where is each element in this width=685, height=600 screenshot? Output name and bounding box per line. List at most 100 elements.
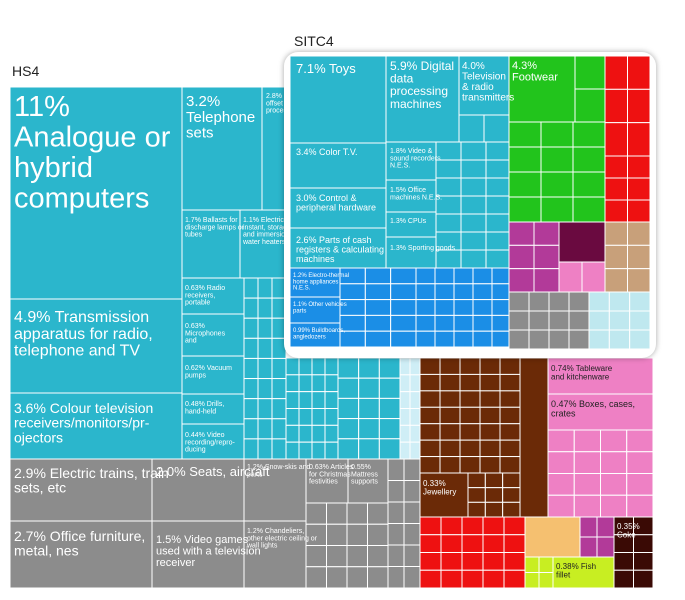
treemap-tile (387, 480, 405, 503)
treemap-tile (458, 114, 485, 143)
treemap-tile (524, 516, 581, 558)
treemap-tile (568, 310, 590, 331)
treemap-tile (378, 377, 401, 399)
treemap-tile (540, 171, 574, 198)
treemap-tile (453, 267, 474, 285)
treemap-tile (387, 458, 405, 481)
treemap-tile (439, 439, 461, 458)
treemap-tile (472, 283, 493, 301)
treemap-tile (399, 408, 411, 426)
treemap-tile (367, 502, 389, 525)
treemap-tile (485, 231, 512, 251)
treemap-tile (533, 244, 560, 270)
label-buildboards: 0.99% Buildboards, angledozers (293, 328, 345, 340)
treemap-tile (311, 441, 326, 460)
treemap-tile (508, 268, 535, 293)
treemap-tile (439, 357, 461, 375)
treemap-tile (399, 441, 411, 460)
treemap-tile (499, 406, 521, 425)
treemap-tile (499, 423, 521, 441)
treemap-tile (409, 408, 421, 426)
treemap-tile (572, 146, 606, 173)
treemap-tile (633, 552, 654, 571)
treemap-tile (485, 195, 512, 215)
treemap-tile (434, 330, 455, 348)
treemap-tile (243, 438, 259, 460)
treemap-tile (257, 398, 273, 420)
treemap-tile (243, 418, 259, 440)
treemap-tile (358, 397, 380, 420)
treemap-tile (528, 291, 550, 312)
treemap-tile (346, 502, 368, 525)
treemap-tile (378, 438, 401, 460)
tile-fish-fillet (552, 556, 615, 589)
treemap-tile (403, 458, 421, 481)
treemap-tile (399, 391, 411, 409)
treemap-tile (453, 330, 474, 348)
treemap-tile (337, 357, 360, 379)
treemap-tile (367, 566, 389, 589)
treemap-tile (540, 121, 574, 148)
treemap-tile (600, 451, 628, 474)
treemap-tile (415, 330, 436, 348)
tile-toys (289, 55, 387, 144)
treemap-tile (460, 249, 487, 269)
treemap-tile (533, 268, 560, 293)
treemap-tile (403, 566, 421, 589)
treemap-tile (439, 423, 461, 441)
treemap-tile (499, 357, 521, 375)
treemap-tile (484, 472, 504, 489)
treemap-tile (479, 373, 501, 392)
label-color-tv: 3.4% Color T.V. (296, 147, 358, 157)
treemap-tile (508, 329, 530, 350)
treemap-tile (387, 544, 405, 567)
treemap-tile (409, 391, 421, 409)
treemap-tile (538, 556, 554, 573)
treemap-tile (579, 536, 598, 558)
treemap-tile (337, 438, 360, 460)
treemap-tile (627, 122, 651, 157)
treemap-tile (508, 121, 542, 148)
treemap-tile (579, 516, 598, 538)
treemap-tile (508, 146, 542, 173)
treemap-tile (311, 424, 326, 443)
treemap-tile (434, 314, 455, 332)
label-water-heaters: 1.1% Electric instant, storage and immersi… (242, 217, 291, 246)
treemap-tile (626, 494, 654, 518)
chart-title-hs4: HS4 (12, 63, 40, 79)
treemap-tile (604, 244, 628, 270)
treemap-tile (574, 55, 606, 90)
treemap-tile (337, 377, 360, 399)
treemap-tile (479, 406, 501, 425)
treemap-tile (626, 429, 654, 453)
treemap-tile (285, 441, 300, 460)
treemap-tile (508, 244, 535, 270)
label-electro-thermal: 1.2% Electro-thermal home appliances N.E.S… (293, 273, 349, 292)
label-fish-fillet: 0.38% Fish fillet (556, 562, 596, 579)
treemap-tile (460, 231, 487, 251)
treemap-tile (499, 439, 521, 458)
treemap-tile (271, 438, 287, 460)
treemap-tile (257, 317, 273, 339)
label-tableware: 0.74% Tableware and kitchenware (551, 364, 613, 381)
treemap-tile (311, 357, 326, 376)
treemap-tile (285, 424, 300, 443)
label-digital-data-processing: 5.9% Digital data processing machines (390, 59, 454, 111)
treemap-tile (298, 391, 313, 409)
treemap-tile (461, 569, 484, 589)
treemap-tile (390, 267, 417, 285)
treemap-tile (387, 566, 405, 589)
treemap-tile (508, 171, 542, 198)
label-coke: 0.35% Coke (617, 522, 640, 539)
treemap-tile (626, 473, 654, 496)
label-jewellery: 0.33% Jewellery (423, 479, 456, 496)
treemap-tile (574, 88, 606, 123)
tile-water-heaters (239, 209, 287, 279)
treemap-tile (305, 545, 327, 568)
treemap-tile (540, 196, 574, 223)
treemap-tile (346, 566, 368, 589)
treemap-tile (324, 424, 339, 443)
tile-snow-skis (243, 458, 307, 522)
treemap-tile (243, 398, 259, 420)
treemap-tile (524, 556, 540, 573)
